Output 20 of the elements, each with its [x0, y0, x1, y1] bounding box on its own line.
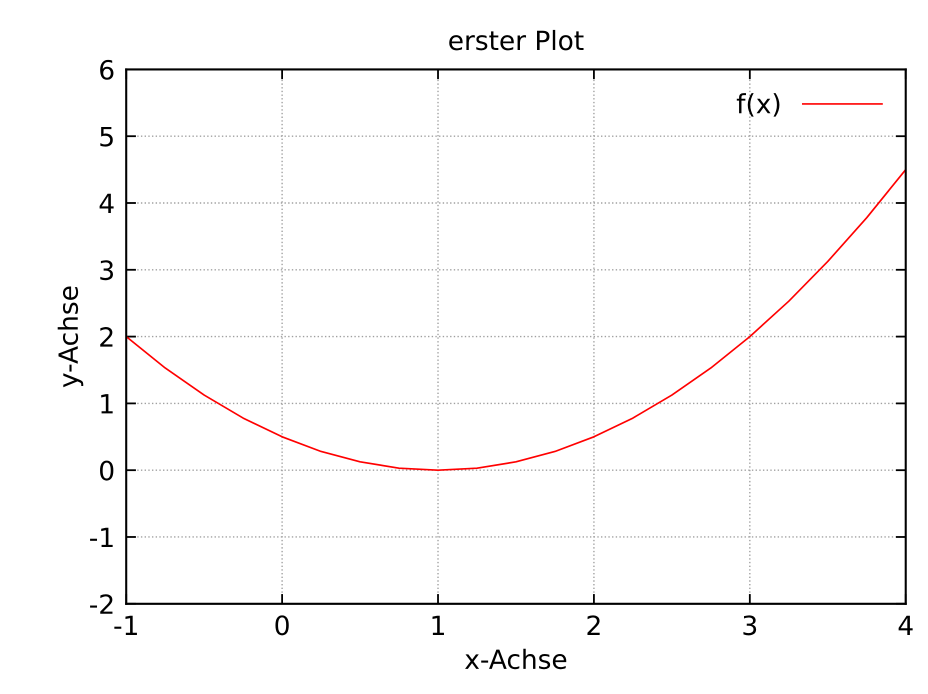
y-tick-label: -2	[90, 594, 112, 614]
y-tick-label: 2	[100, 327, 112, 347]
x-tick-label: 2	[587, 615, 600, 635]
y-tick-label: -1	[90, 528, 113, 548]
chart-title: erster Plot	[449, 30, 584, 50]
y-tick-label: 3	[100, 260, 113, 280]
x-axis-title: x-Achse	[465, 648, 566, 670]
legend-label: f(x)	[736, 93, 780, 117]
y-axis-title: y-Achse	[58, 286, 84, 388]
x-tick-label: 3	[743, 615, 756, 636]
y-tick-label: 4	[100, 194, 114, 214]
x-tick-label: -1	[114, 616, 137, 635]
x-tick-label: 1	[432, 616, 444, 635]
line-series	[126, 168, 906, 472]
y-tick-label: 6	[100, 60, 114, 80]
y-tick-label: 1	[101, 394, 113, 414]
x-tick-label: 0	[275, 615, 289, 636]
y-tick-label: 5	[100, 126, 113, 147]
y-tick-label: 0	[100, 460, 114, 481]
x-tick-label: 4	[898, 616, 913, 635]
